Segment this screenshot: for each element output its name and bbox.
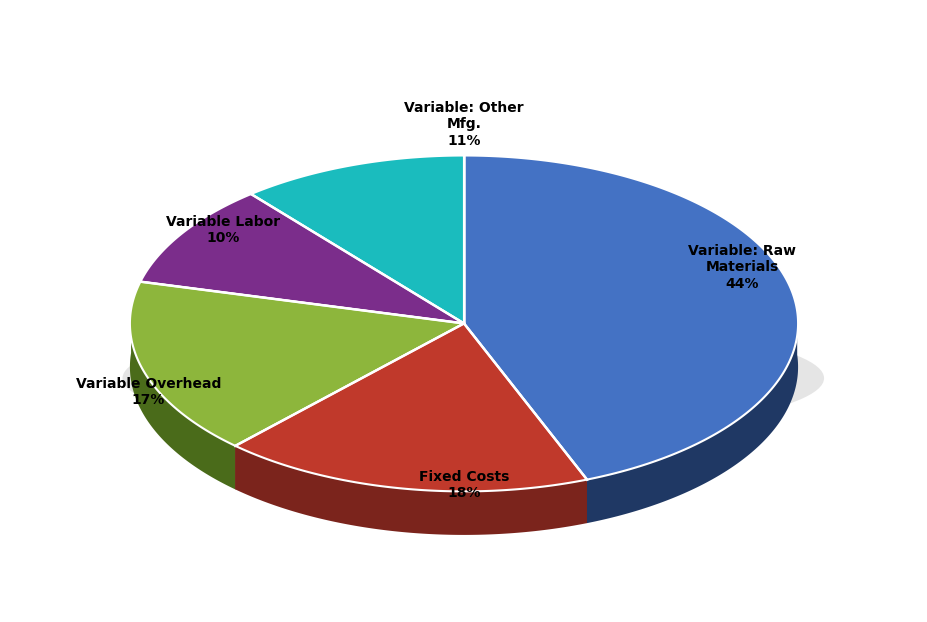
Polygon shape: [464, 156, 797, 480]
Polygon shape: [130, 282, 464, 446]
Polygon shape: [235, 323, 464, 490]
Text: Variable Labor
10%: Variable Labor 10%: [166, 215, 279, 245]
Polygon shape: [235, 323, 587, 491]
Text: Variable Overhead
17%: Variable Overhead 17%: [76, 377, 221, 407]
Polygon shape: [464, 323, 587, 523]
Text: Variable: Other
Mfg.
11%: Variable: Other Mfg. 11%: [404, 101, 523, 147]
Polygon shape: [251, 156, 464, 323]
Text: Variable: Raw
Materials
44%: Variable: Raw Materials 44%: [688, 244, 795, 290]
Ellipse shape: [122, 320, 823, 437]
Polygon shape: [140, 194, 464, 323]
Polygon shape: [130, 310, 235, 490]
Polygon shape: [235, 323, 464, 490]
Text: Fixed Costs
18%: Fixed Costs 18%: [418, 470, 509, 500]
Polygon shape: [235, 446, 587, 535]
Polygon shape: [587, 311, 797, 523]
Polygon shape: [464, 323, 587, 523]
